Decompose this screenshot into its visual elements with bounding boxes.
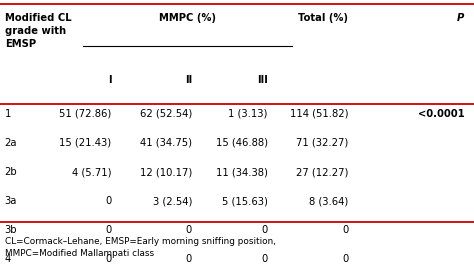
Text: 41 (34.75): 41 (34.75) [140, 138, 192, 148]
Text: 4: 4 [5, 254, 11, 264]
Text: 71 (32.27): 71 (32.27) [296, 138, 348, 148]
Text: 0: 0 [105, 254, 111, 264]
Text: 2a: 2a [5, 138, 17, 148]
Text: 51 (72.86): 51 (72.86) [59, 109, 111, 119]
Text: 15 (21.43): 15 (21.43) [59, 138, 111, 148]
Text: 12 (10.17): 12 (10.17) [140, 167, 192, 177]
Text: 0: 0 [262, 225, 268, 235]
Text: I: I [108, 75, 111, 85]
Text: 0: 0 [342, 225, 348, 235]
Text: P: P [457, 13, 465, 23]
Text: 0: 0 [105, 196, 111, 206]
Text: 8 (3.64): 8 (3.64) [309, 196, 348, 206]
Text: 0: 0 [342, 254, 348, 264]
Text: <0.0001: <0.0001 [418, 109, 465, 119]
Text: 1 (3.13): 1 (3.13) [228, 109, 268, 119]
Text: Modified CL
grade with
EMSP: Modified CL grade with EMSP [5, 13, 72, 49]
Text: 15 (46.88): 15 (46.88) [216, 138, 268, 148]
Text: 27 (12.27): 27 (12.27) [296, 167, 348, 177]
Text: 3a: 3a [5, 196, 17, 206]
Text: 3 (2.54): 3 (2.54) [153, 196, 192, 206]
Text: Total (%): Total (%) [299, 13, 348, 23]
Text: 5 (15.63): 5 (15.63) [222, 196, 268, 206]
Text: 3b: 3b [5, 225, 17, 235]
Text: 11 (34.38): 11 (34.38) [216, 167, 268, 177]
Text: 0: 0 [186, 225, 192, 235]
Text: 0: 0 [186, 254, 192, 264]
Text: II: II [185, 75, 192, 85]
Text: 0: 0 [262, 254, 268, 264]
Text: 4 (5.71): 4 (5.71) [72, 167, 111, 177]
Text: MMPC (%): MMPC (%) [159, 13, 216, 23]
Text: CL=Cormack–Lehane, EMSP=Early morning sniffing position,
MMPC=Modified Mallampat: CL=Cormack–Lehane, EMSP=Early morning sn… [5, 237, 276, 257]
Text: 114 (51.82): 114 (51.82) [290, 109, 348, 119]
Text: 62 (52.54): 62 (52.54) [140, 109, 192, 119]
Text: 0: 0 [105, 225, 111, 235]
Text: III: III [257, 75, 268, 85]
Text: 2b: 2b [5, 167, 18, 177]
Text: 1: 1 [5, 109, 11, 119]
